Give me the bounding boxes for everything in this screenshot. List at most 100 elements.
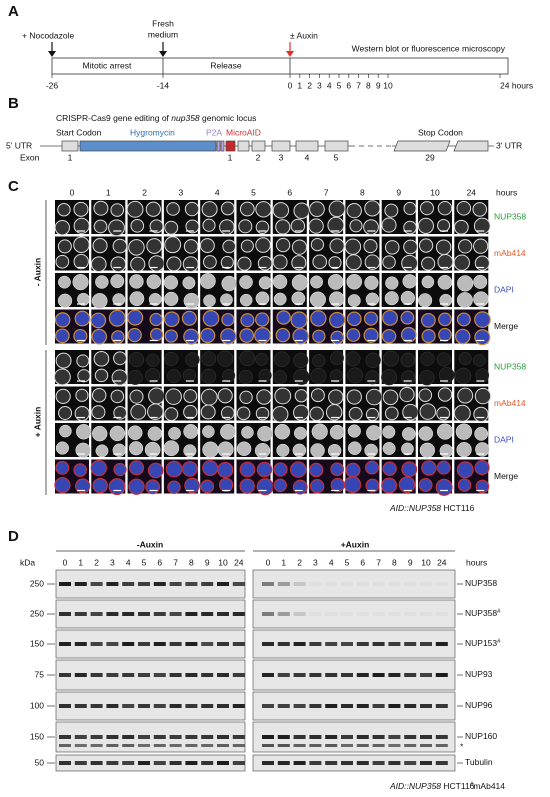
cell xyxy=(55,254,70,269)
band xyxy=(293,612,306,616)
footnote-part: mAb414 xyxy=(473,781,505,791)
cell xyxy=(129,291,145,307)
cell xyxy=(239,275,253,289)
cell xyxy=(417,293,433,308)
cell xyxy=(163,440,180,457)
channel-label: mAb414 xyxy=(494,398,526,408)
band xyxy=(122,642,135,646)
cell xyxy=(254,326,271,344)
band xyxy=(138,642,150,646)
cell xyxy=(327,443,342,458)
cell xyxy=(293,368,310,386)
band xyxy=(388,761,401,765)
cell xyxy=(400,352,416,368)
target-label: NUP358 xyxy=(465,578,497,588)
cell xyxy=(346,311,362,327)
cell xyxy=(146,274,162,290)
band xyxy=(185,735,198,739)
cell xyxy=(108,309,126,327)
cell xyxy=(255,291,270,306)
band xyxy=(90,673,103,677)
timeline xyxy=(51,57,509,75)
band xyxy=(420,744,432,747)
cell xyxy=(74,405,90,422)
exon-number: 1 xyxy=(68,152,73,162)
band xyxy=(201,582,214,586)
cell xyxy=(217,350,234,367)
channel-label: DAPI xyxy=(494,284,514,294)
locus-title: CRISPR-Cas9 gene editing of nup358 genom… xyxy=(56,113,256,123)
cell xyxy=(255,406,270,421)
cell xyxy=(90,256,107,273)
cell xyxy=(183,239,199,254)
cell xyxy=(202,310,220,327)
band xyxy=(232,744,245,747)
band xyxy=(277,612,290,616)
cell xyxy=(293,352,309,368)
cell xyxy=(421,275,435,289)
band xyxy=(404,735,417,739)
band xyxy=(201,735,214,739)
cell xyxy=(110,274,125,289)
cell xyxy=(365,370,380,385)
band xyxy=(435,761,448,765)
lane-label: 7 xyxy=(173,557,178,567)
cell xyxy=(146,238,163,254)
cell xyxy=(309,478,325,494)
cell xyxy=(364,443,378,458)
cell xyxy=(58,275,71,289)
cell xyxy=(275,237,291,253)
band xyxy=(420,673,432,677)
cell xyxy=(276,443,290,457)
cell xyxy=(130,219,145,233)
cell xyxy=(90,459,108,477)
cell xyxy=(128,352,145,368)
cell xyxy=(347,441,362,455)
band xyxy=(262,761,274,765)
cell xyxy=(274,387,292,405)
cell xyxy=(147,426,162,441)
lane-label: 2 xyxy=(297,557,302,567)
panel-label: A xyxy=(8,3,19,20)
lane-label: 10 xyxy=(218,557,228,567)
band xyxy=(185,704,198,708)
band xyxy=(293,744,306,747)
cell xyxy=(439,444,454,458)
band xyxy=(262,744,274,747)
target-label: NUP358# xyxy=(465,608,501,618)
lane-label: 10 xyxy=(421,557,431,567)
cell xyxy=(75,388,89,402)
band xyxy=(90,761,103,765)
cell xyxy=(403,201,417,216)
cell xyxy=(346,273,363,290)
cell xyxy=(291,239,308,255)
band xyxy=(420,642,432,646)
band xyxy=(435,735,448,739)
cell xyxy=(347,367,364,384)
cell xyxy=(182,460,198,477)
target-name: NUP358 xyxy=(465,578,497,588)
cell xyxy=(273,370,287,384)
cell xyxy=(127,327,142,343)
band xyxy=(388,582,400,586)
cell xyxy=(363,219,379,236)
cell xyxy=(329,291,345,307)
cell xyxy=(381,369,398,386)
cell xyxy=(145,201,161,217)
cell xyxy=(454,328,471,345)
cell xyxy=(365,407,379,421)
band xyxy=(293,735,306,739)
band xyxy=(262,612,274,616)
band xyxy=(106,612,119,616)
cell xyxy=(311,423,328,440)
band xyxy=(388,642,401,646)
cell xyxy=(456,442,472,458)
cell xyxy=(241,426,254,439)
band xyxy=(293,761,306,765)
band xyxy=(74,704,87,708)
footer-part: AID::NUP358 xyxy=(389,503,441,513)
band xyxy=(185,582,198,586)
cell xyxy=(293,202,310,220)
blot xyxy=(55,691,246,721)
